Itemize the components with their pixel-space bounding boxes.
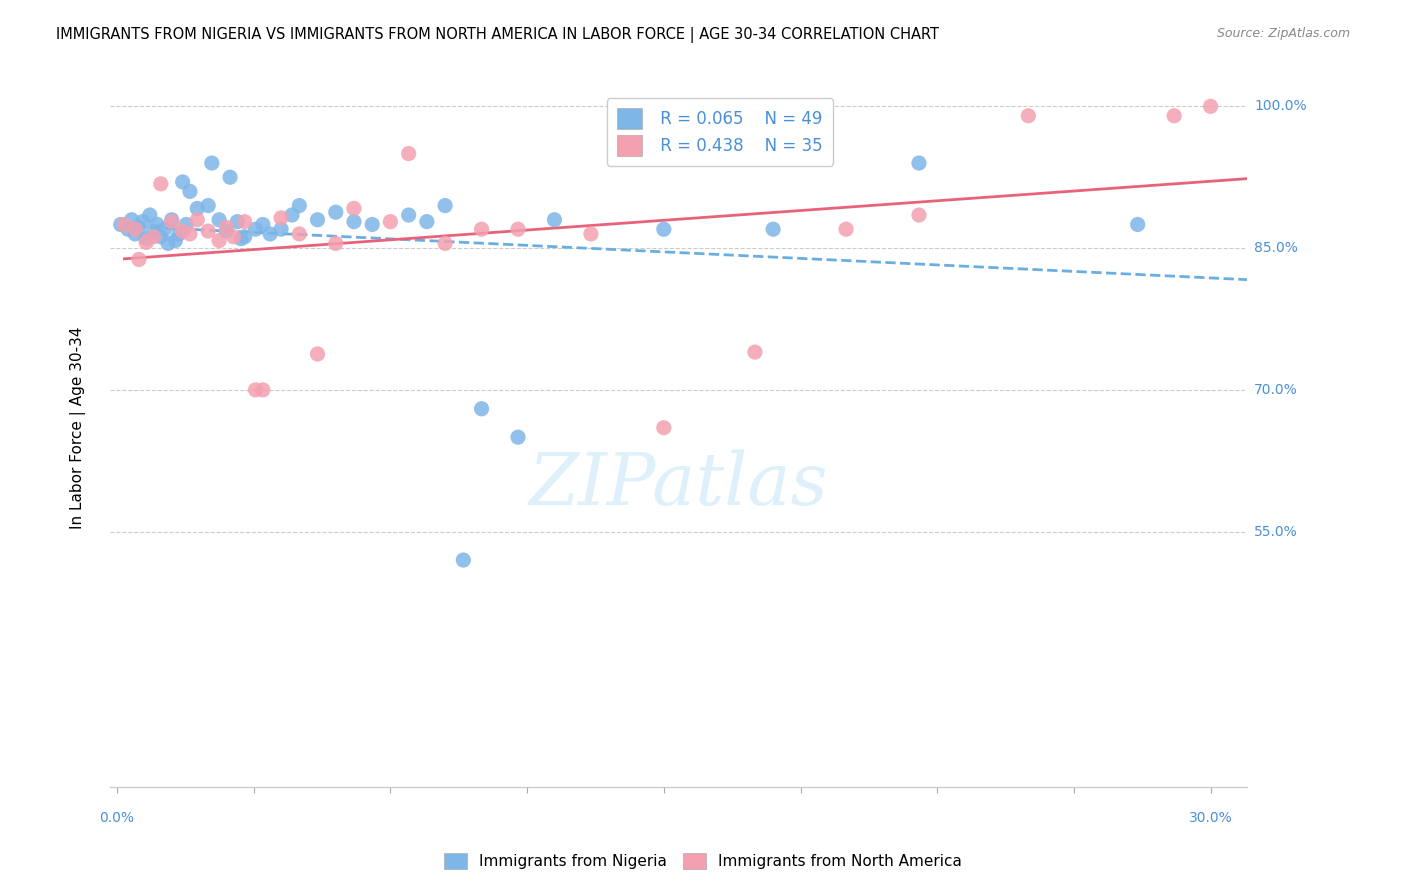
Text: 0.0%: 0.0%	[100, 811, 135, 824]
Point	[219, 170, 242, 185]
Point	[149, 177, 172, 191]
Point	[226, 214, 249, 228]
Point	[179, 185, 201, 199]
Point	[288, 198, 311, 212]
Text: 85.0%: 85.0%	[1254, 241, 1298, 255]
Point	[172, 224, 194, 238]
Point	[153, 222, 176, 236]
Text: 70.0%: 70.0%	[1254, 383, 1298, 397]
Point	[208, 234, 231, 248]
Point	[157, 236, 180, 251]
Text: ZIPatlas: ZIPatlas	[529, 450, 828, 520]
Point	[142, 224, 165, 238]
Point	[270, 211, 292, 225]
Point	[128, 252, 150, 267]
Point	[222, 229, 245, 244]
Point	[325, 236, 347, 251]
Point	[186, 212, 208, 227]
Point	[128, 220, 150, 235]
Point	[252, 383, 274, 397]
Point	[233, 214, 256, 228]
Point	[165, 234, 187, 248]
Point	[121, 212, 143, 227]
Text: Source: ZipAtlas.com: Source: ZipAtlas.com	[1216, 27, 1350, 40]
Text: 100.0%: 100.0%	[1254, 99, 1308, 113]
Point	[307, 347, 329, 361]
Point	[112, 218, 135, 232]
Point	[380, 214, 402, 228]
Point	[117, 222, 139, 236]
Point	[160, 212, 183, 227]
Point	[167, 227, 190, 241]
Point	[259, 227, 281, 241]
Point	[506, 222, 529, 236]
Point	[252, 218, 274, 232]
Point	[835, 222, 858, 236]
Point	[470, 401, 492, 416]
Point	[229, 232, 252, 246]
Point	[343, 202, 366, 216]
Point	[398, 146, 420, 161]
Point	[245, 383, 267, 397]
Point	[361, 218, 384, 232]
Point	[652, 222, 675, 236]
Point	[160, 214, 183, 228]
Point	[470, 222, 492, 236]
Point	[579, 227, 602, 241]
Text: In Labor Force | Age 30-34: In Labor Force | Age 30-34	[70, 326, 86, 529]
Point	[434, 198, 457, 212]
Point	[233, 229, 256, 244]
Point	[762, 222, 785, 236]
Text: 55.0%: 55.0%	[1254, 524, 1298, 539]
Point	[124, 222, 146, 236]
Point	[543, 212, 565, 227]
Point	[146, 218, 169, 232]
Point	[135, 232, 157, 246]
Point	[110, 218, 132, 232]
Point	[652, 420, 675, 434]
Point	[1126, 218, 1149, 232]
Point	[172, 175, 194, 189]
Point	[281, 208, 304, 222]
Point	[307, 212, 329, 227]
Point	[343, 214, 366, 228]
Point	[1017, 109, 1039, 123]
Point	[124, 227, 146, 241]
Point	[197, 198, 219, 212]
Point	[131, 214, 153, 228]
Point	[908, 156, 931, 170]
Point	[197, 224, 219, 238]
Legend:  R = 0.065    N = 49,  R = 0.438    N = 35: R = 0.065 N = 49, R = 0.438 N = 35	[607, 98, 834, 166]
Point	[1163, 109, 1185, 123]
Point	[179, 227, 201, 241]
Point	[398, 208, 420, 222]
Point	[201, 156, 224, 170]
Point	[1199, 99, 1222, 113]
Point	[215, 220, 238, 235]
Point	[139, 208, 162, 222]
Point	[208, 212, 231, 227]
Point	[245, 222, 267, 236]
Point	[908, 208, 931, 222]
Point	[744, 345, 766, 359]
Point	[434, 236, 457, 251]
Point	[142, 229, 165, 244]
Point	[186, 202, 208, 216]
Point	[135, 235, 157, 250]
Point	[325, 205, 347, 219]
Text: 30.0%: 30.0%	[1188, 811, 1233, 824]
Legend: Immigrants from Nigeria, Immigrants from North America: Immigrants from Nigeria, Immigrants from…	[439, 847, 967, 875]
Point	[270, 222, 292, 236]
Point	[288, 227, 311, 241]
Text: IMMIGRANTS FROM NIGERIA VS IMMIGRANTS FROM NORTH AMERICA IN LABOR FORCE | AGE 30: IMMIGRANTS FROM NIGERIA VS IMMIGRANTS FR…	[56, 27, 939, 43]
Point	[176, 218, 198, 232]
Point	[453, 553, 475, 567]
Point	[149, 229, 172, 244]
Point	[215, 224, 238, 238]
Point	[506, 430, 529, 444]
Point	[416, 214, 439, 228]
